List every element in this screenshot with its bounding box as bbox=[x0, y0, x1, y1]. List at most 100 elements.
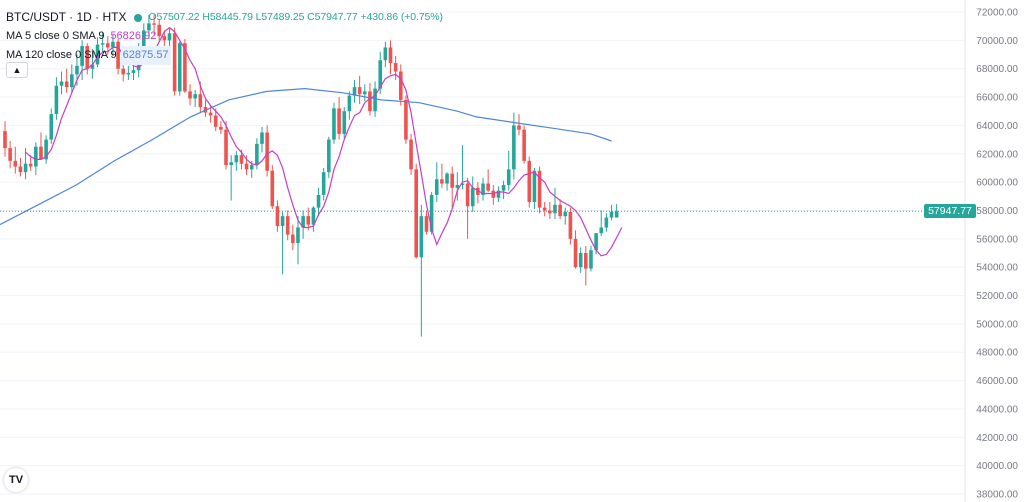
price-tick-label: 68000.00 bbox=[976, 64, 1018, 75]
candle-body bbox=[414, 169, 418, 258]
candle-body bbox=[347, 95, 352, 112]
candle-body bbox=[321, 172, 326, 195]
symbol-title[interactable]: BTC/USDT · 1D · HTX bbox=[6, 10, 127, 24]
candle-body bbox=[157, 24, 161, 37]
candle-body bbox=[306, 216, 311, 225]
candle-body bbox=[141, 30, 146, 49]
candle-body bbox=[167, 33, 172, 41]
candle-body bbox=[44, 139, 48, 160]
candle-body bbox=[111, 41, 115, 48]
candle-body bbox=[614, 211, 619, 218]
candle-body bbox=[589, 250, 593, 269]
candle-body bbox=[131, 70, 136, 73]
candle-body bbox=[578, 253, 583, 268]
candle-body bbox=[506, 169, 511, 185]
candle-body bbox=[398, 71, 403, 100]
ma120-row[interactable]: MA 120 close 0 SMA 9 62875.57 bbox=[6, 46, 443, 65]
candle-body bbox=[213, 115, 218, 127]
price-tick-label: 46000.00 bbox=[976, 376, 1018, 387]
current-price-label: 57947.77 bbox=[924, 204, 976, 219]
candle-body bbox=[465, 183, 470, 207]
price-tick-label: 50000.00 bbox=[976, 319, 1018, 330]
candle-body bbox=[162, 36, 167, 41]
candle-body bbox=[183, 43, 187, 92]
price-tick-label: 54000.00 bbox=[976, 263, 1018, 274]
candle-body bbox=[59, 81, 64, 86]
candle-body bbox=[378, 60, 383, 89]
candle-body bbox=[604, 217, 609, 228]
ma5-value: 56826.92 bbox=[110, 30, 157, 42]
candle-body bbox=[90, 64, 95, 69]
price-axis[interactable]: 72000.00 70000.00 68000.00 66000.00 64000.00… bbox=[964, 0, 1018, 502]
candle-body bbox=[23, 163, 28, 173]
candle-body bbox=[3, 131, 7, 149]
candle-body bbox=[316, 194, 321, 208]
candle-body bbox=[512, 125, 516, 170]
candle-body bbox=[116, 41, 120, 69]
candle-body bbox=[270, 170, 275, 207]
ma120-line bbox=[0, 87, 612, 226]
candle-body bbox=[291, 234, 295, 244]
candle-body bbox=[327, 139, 331, 173]
ma120-value: 62875.57 bbox=[120, 46, 171, 65]
price-tick-label: 42000.00 bbox=[976, 433, 1018, 444]
price-tick-label: 64000.00 bbox=[976, 121, 1018, 132]
price-tick-label: 56000.00 bbox=[976, 234, 1018, 245]
ma5-row[interactable]: MA 5 close 0 SMA 9 56826.92 bbox=[6, 27, 443, 46]
price-tick-label: 52000.00 bbox=[976, 291, 1018, 302]
candle-body bbox=[357, 87, 362, 95]
candle-body bbox=[363, 91, 367, 95]
candle-body bbox=[517, 125, 521, 130]
candle-body bbox=[419, 216, 424, 258]
candle-body bbox=[147, 23, 151, 31]
candle-body bbox=[198, 94, 203, 107]
candle-body bbox=[568, 211, 573, 239]
candle-body bbox=[75, 65, 79, 75]
candle-body bbox=[34, 146, 38, 167]
candle-body bbox=[152, 23, 156, 25]
candle-body bbox=[486, 183, 490, 191]
candle-body bbox=[481, 183, 485, 195]
tradingview-logo-icon[interactable]: TV bbox=[4, 468, 28, 492]
candle-body bbox=[188, 91, 192, 99]
candle-body bbox=[311, 207, 316, 225]
candle-body bbox=[496, 190, 501, 198]
candle-body bbox=[13, 160, 18, 167]
market-open-dot-icon bbox=[134, 13, 143, 22]
candle-body bbox=[599, 227, 604, 234]
ma120-label: MA 120 close 0 SMA 9 bbox=[6, 49, 117, 61]
candle-body bbox=[424, 216, 429, 232]
candle-body bbox=[368, 91, 372, 112]
candle-body bbox=[95, 44, 100, 65]
candle-body bbox=[450, 173, 454, 188]
candle-body bbox=[193, 94, 197, 99]
candle-body bbox=[373, 88, 377, 112]
price-tick-label: 62000.00 bbox=[976, 149, 1018, 160]
candle-body bbox=[584, 253, 588, 269]
candle-body bbox=[80, 46, 84, 66]
candle-body bbox=[85, 46, 90, 69]
candle-body bbox=[121, 68, 126, 75]
candle-body bbox=[594, 233, 598, 251]
candle-body bbox=[388, 47, 393, 64]
chart-legend: BTC/USDT · 1D · HTX O57507.22 H58445.79 … bbox=[6, 8, 443, 65]
candle-body bbox=[239, 155, 244, 164]
candle-body bbox=[455, 184, 460, 188]
candle-body bbox=[18, 166, 23, 173]
candle-body bbox=[393, 63, 398, 72]
candle-body bbox=[383, 47, 388, 61]
legend-collapse-button[interactable]: ▲ bbox=[6, 62, 28, 78]
symbol-row: BTC/USDT · 1D · HTX O57507.22 H58445.79 … bbox=[6, 8, 443, 27]
candle-body bbox=[301, 216, 305, 228]
candle-body bbox=[491, 190, 496, 198]
candle-body bbox=[49, 114, 54, 140]
candle-body bbox=[460, 183, 465, 185]
candle-body bbox=[476, 187, 480, 195]
candle-body bbox=[563, 211, 568, 217]
candle-body bbox=[429, 194, 434, 232]
candle-body bbox=[609, 211, 614, 218]
candle-body bbox=[404, 99, 408, 140]
candle-body bbox=[573, 238, 578, 268]
